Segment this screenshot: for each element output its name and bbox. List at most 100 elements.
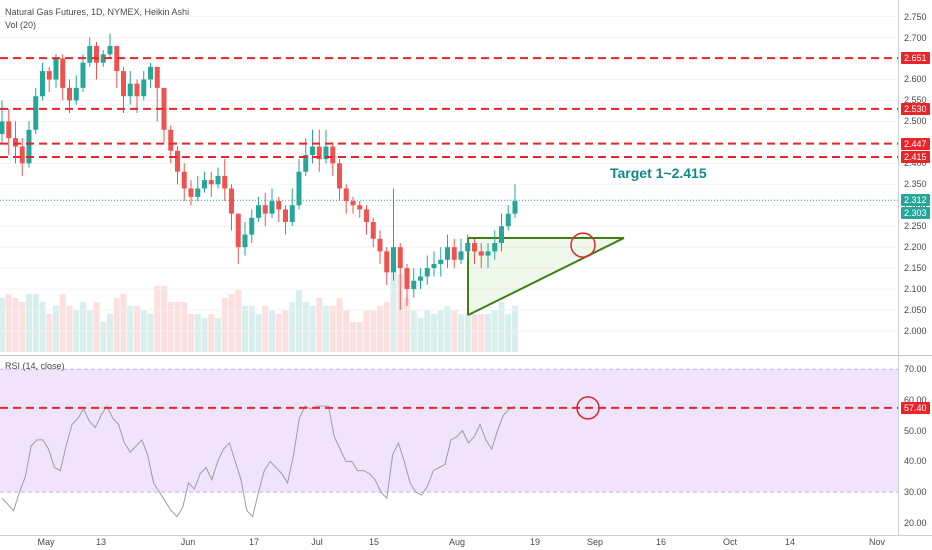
price-tick-label: 2.600 <box>904 74 927 85</box>
price-tick-label: 2.150 <box>904 263 927 274</box>
candle-body <box>141 79 147 97</box>
time-tick-label: Jun <box>180 537 196 547</box>
level-price-tag: 2.651 <box>901 52 930 65</box>
price-tick-label: 2.350 <box>904 179 927 190</box>
grid <box>0 16 898 332</box>
price-tick-label: 2.000 <box>904 326 927 337</box>
volume-bar <box>296 290 302 352</box>
volume-bar <box>174 302 181 352</box>
price-tick-label: 2.500 <box>904 116 927 127</box>
candle-body <box>202 180 207 189</box>
candle-body <box>472 242 477 252</box>
time-tick-label: Aug <box>448 537 466 547</box>
volume-bar <box>498 302 505 352</box>
volume-bar <box>167 302 174 352</box>
candle-body <box>397 247 403 269</box>
candle-body <box>107 45 113 55</box>
ascending-triangle-pattern <box>467 232 625 316</box>
volume-bar <box>377 306 383 352</box>
volume-bar <box>242 306 248 352</box>
volume-bar <box>248 306 255 352</box>
volume-bar <box>255 314 262 352</box>
rsi-level-tag: 57.40 <box>901 401 930 414</box>
candle-body <box>337 163 342 189</box>
candle-body <box>222 175 228 189</box>
candle-body <box>121 71 126 97</box>
candle-body <box>60 58 66 88</box>
volume-bar <box>221 298 228 352</box>
volume-bar <box>107 314 113 352</box>
volume-bar <box>127 306 134 352</box>
volume-bar <box>113 298 120 352</box>
rsi-tick-label: 30.00 <box>904 487 927 498</box>
candle-body <box>235 213 241 248</box>
time-tick-label: 19 <box>529 537 541 547</box>
candle-body <box>26 129 32 164</box>
pattern-rising-line <box>467 237 625 316</box>
candle-body <box>114 45 120 72</box>
volume-bar <box>505 314 512 352</box>
rsi-tick-label: 20.00 <box>904 517 927 528</box>
volume-bar <box>444 306 451 352</box>
volume-bar <box>512 306 518 352</box>
chart-title: Natural Gas Futures, 1D, NYMEX, Heikin A… <box>5 7 190 17</box>
candle-body <box>6 121 12 139</box>
volume-bar <box>302 302 309 352</box>
candle-body <box>451 247 457 260</box>
candle-body <box>289 205 295 223</box>
volume-bar <box>134 306 140 352</box>
rsi-tick-label: 50.00 <box>904 425 927 436</box>
candle-body <box>256 205 261 218</box>
candle-body <box>269 201 275 214</box>
candle-body <box>134 83 140 97</box>
candle-body <box>154 66 160 88</box>
candle-body <box>323 146 329 160</box>
volume-bar <box>181 302 188 352</box>
volume-bar <box>19 302 26 352</box>
candle-body <box>242 234 248 248</box>
volume-bar <box>275 314 282 352</box>
candle-body <box>276 201 282 210</box>
candle-body <box>249 217 255 235</box>
volume-bar <box>147 314 154 352</box>
rsi-tick-label: 40.00 <box>904 456 927 467</box>
candle-body <box>19 146 25 164</box>
candle-body <box>100 54 106 63</box>
rsi-circle <box>576 396 600 420</box>
candle-body <box>384 251 390 273</box>
time-tick-label: Sep <box>586 537 604 547</box>
candle-body <box>377 238 383 252</box>
rsi-tick-label: 60.00 <box>904 394 927 405</box>
candle-body <box>418 276 423 281</box>
volume-bar <box>66 306 73 352</box>
candle-body <box>80 62 86 88</box>
pattern-fill <box>468 237 624 316</box>
candle-body <box>87 45 93 63</box>
price-tick-label: 2.550 <box>904 95 927 106</box>
volume-bar <box>309 306 316 352</box>
candle-body <box>208 180 214 185</box>
price-tick-label: 2.050 <box>904 305 927 316</box>
price-candles <box>0 33 518 311</box>
candle-body <box>181 171 187 189</box>
candle-body <box>458 251 464 260</box>
candle-body <box>505 213 511 227</box>
volume-bar <box>46 314 53 352</box>
candle-body <box>445 247 450 260</box>
volume-bar <box>53 306 59 352</box>
candle-body <box>404 268 410 290</box>
volume-bar <box>404 298 410 352</box>
time-tick-label: 13 <box>95 537 107 547</box>
volume-bar <box>194 314 201 352</box>
candle-body <box>0 121 5 134</box>
candle-body <box>485 251 491 256</box>
candle-body <box>350 201 356 206</box>
candle-body <box>512 201 518 214</box>
candle-body <box>465 242 471 252</box>
candle-body <box>67 87 72 101</box>
candle-body <box>303 154 309 172</box>
rsi-panel <box>0 368 898 518</box>
rsi-tick-label: 70.00 <box>904 364 927 375</box>
candle-body <box>262 205 268 214</box>
